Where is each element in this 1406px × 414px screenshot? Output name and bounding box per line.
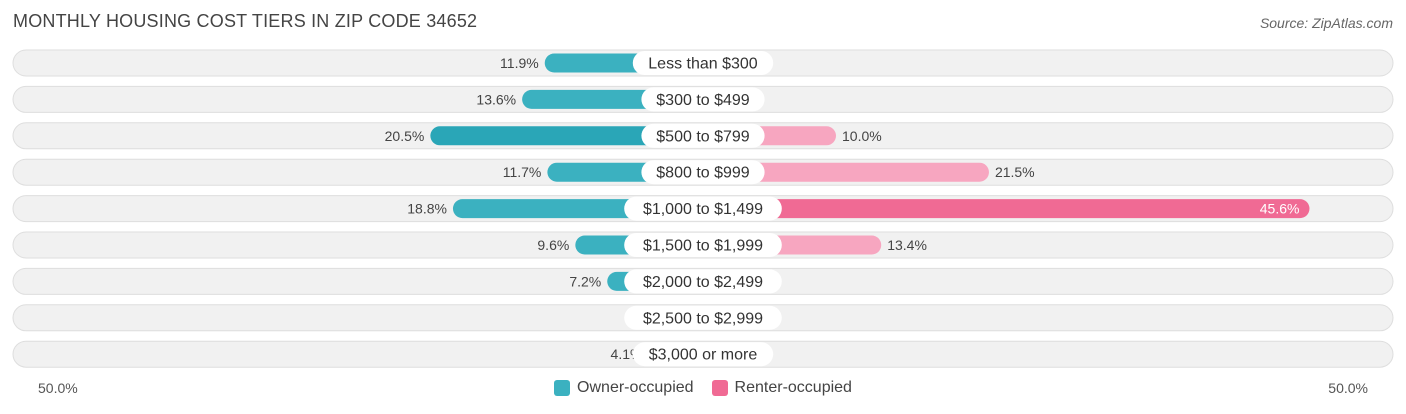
category-label: $1,000 to $1,499 bbox=[643, 201, 763, 218]
legend-swatch-renter bbox=[711, 380, 728, 396]
value-label-owner: 9.6% bbox=[537, 237, 569, 253]
value-label-owner: 7.2% bbox=[569, 273, 601, 289]
chart-row: 11.7% 21.5% $800 to $999 bbox=[12, 158, 1394, 186]
category-label: $2,500 to $2,999 bbox=[643, 310, 763, 327]
chart-title: MONTHLY HOUSING COST TIERS IN ZIP CODE 3… bbox=[13, 11, 478, 31]
category-pill bbox=[624, 269, 782, 294]
category-label: $500 to $799 bbox=[656, 128, 750, 145]
category-pill bbox=[624, 196, 782, 221]
source-credit: Source: ZipAtlas.com bbox=[1259, 15, 1393, 31]
chart-row: 2.7%2.0%$2,500 to $2,999 bbox=[12, 304, 1394, 332]
chart-row: 13.6%1.0%$300 to $499 bbox=[12, 85, 1394, 113]
category-pill bbox=[632, 342, 774, 367]
value-label-owner: 13.6% bbox=[476, 91, 516, 107]
chart-row: 4.1%1.3%$3,000 or more bbox=[12, 340, 1394, 368]
category-pill bbox=[624, 233, 782, 257]
legend-item-renter[interactable]: Renter-occupied bbox=[711, 379, 852, 397]
chart-row: 11.9%0.41%Less than $300 bbox=[12, 49, 1394, 77]
value-label-owner: 11.7% bbox=[503, 164, 542, 180]
axis-left-label: 50.0% bbox=[38, 380, 78, 396]
chart-row: 9.6% 13.4% $1,500 to $1,999 bbox=[12, 231, 1394, 259]
category-label: $1,500 to $1,999 bbox=[643, 238, 763, 255]
bar-renter bbox=[703, 162, 989, 182]
value-label-renter: 10.0% bbox=[842, 128, 882, 144]
legend-label-renter: Renter-occupied bbox=[734, 379, 852, 396]
legend: Owner-occupied Renter-occupied bbox=[0, 379, 1406, 397]
axis-right-label: 50.0% bbox=[1328, 380, 1368, 396]
value-label-owner: 11.9% bbox=[500, 55, 539, 71]
value-label-renter: 45.6% bbox=[1260, 201, 1300, 217]
category-pill bbox=[632, 51, 774, 75]
category-pill bbox=[624, 305, 782, 330]
category-label: $3,000 or more bbox=[649, 347, 758, 364]
value-label-owner: 20.5% bbox=[385, 128, 425, 144]
legend-item-owner[interactable]: Owner-occupied bbox=[554, 379, 694, 397]
bar-owner bbox=[430, 126, 703, 146]
value-label-owner: 18.8% bbox=[407, 201, 447, 217]
category-label: $2,000 to $2,499 bbox=[643, 274, 763, 291]
category-label: $800 to $999 bbox=[656, 165, 750, 182]
chart-row: 7.2%1.5%$2,000 to $2,499 bbox=[12, 267, 1394, 295]
category-pill bbox=[641, 123, 765, 148]
category-pill bbox=[641, 160, 765, 185]
legend-swatch-owner bbox=[554, 380, 571, 396]
bar-renter bbox=[703, 199, 1310, 219]
chart-row: 20.5% 10.0% $500 to $799 bbox=[12, 122, 1394, 150]
category-label: $300 to $499 bbox=[656, 92, 750, 109]
category-label: Less than $300 bbox=[648, 56, 758, 73]
category-pill bbox=[641, 87, 765, 112]
value-label-renter: 13.4% bbox=[887, 237, 927, 253]
legend-label-owner: Owner-occupied bbox=[577, 379, 694, 396]
value-label-renter: 21.5% bbox=[995, 164, 1035, 180]
chart-row: 18.8% 45.6% $1,000 to $1,499 bbox=[12, 195, 1394, 223]
